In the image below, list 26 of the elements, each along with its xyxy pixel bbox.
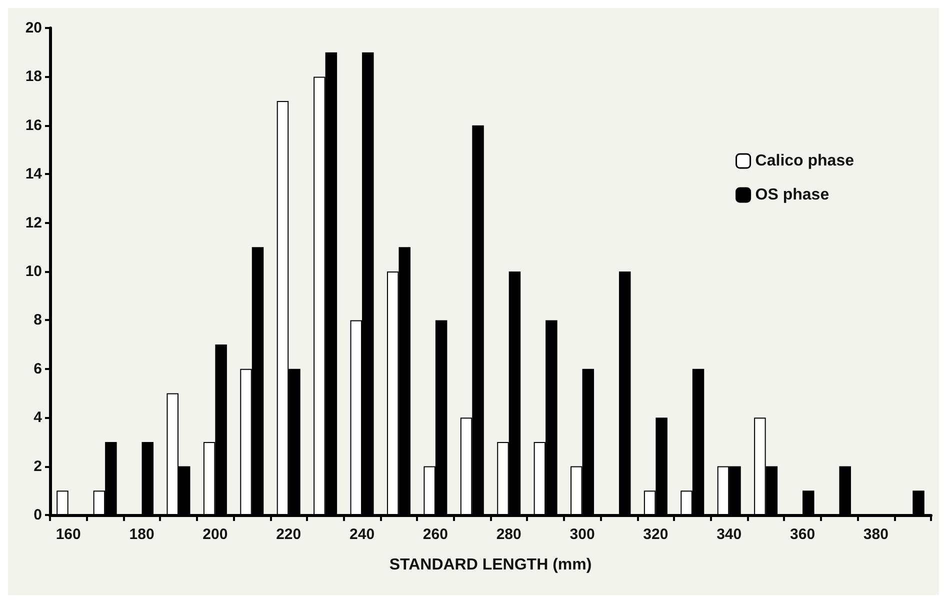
y-tick-label: 14 (25, 166, 43, 183)
x-tick-label: 240 (350, 526, 375, 543)
y-tick-label: 18 (25, 68, 42, 86)
x-tick-label: 160 (56, 526, 81, 543)
x-axis-title: STANDARD LENGTH (mm) (389, 556, 592, 574)
x-tick-label: 280 (496, 526, 522, 543)
y-tick-label: 6 (34, 360, 42, 378)
x-tick-label: 380 (863, 526, 888, 543)
y-tick-label: 10 (25, 263, 42, 280)
y-tick-label: 16 (25, 116, 42, 134)
x-tick-label: 300 (570, 526, 595, 543)
y-tick-label: 4 (34, 409, 43, 426)
y-tick-label: 20 (25, 20, 42, 36)
y-tick-label: 8 (34, 312, 42, 329)
x-tick-label: 220 (276, 526, 302, 543)
legend-label: Calico phase (755, 152, 854, 170)
legend-label: OS phase (755, 186, 830, 204)
y-tick-label: 0 (34, 506, 42, 524)
y-tick-label: 2 (34, 458, 42, 475)
y-tick-label: 12 (25, 214, 42, 232)
x-tick-label: 360 (790, 526, 816, 543)
x-tick-label: 320 (643, 526, 668, 543)
x-tick-label: 200 (202, 526, 228, 543)
x-tick-label: 340 (716, 526, 742, 543)
x-tick-label: 180 (129, 526, 154, 543)
x-tick-label: 260 (422, 526, 448, 543)
